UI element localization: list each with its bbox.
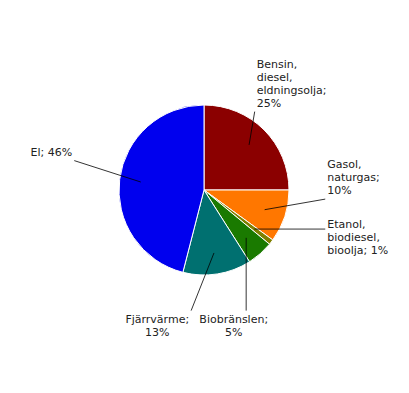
slices (119, 105, 289, 275)
leader-line (254, 229, 325, 230)
leader-line (246, 238, 247, 311)
slice-label: Bensin,diesel,eldningsolja;25% (257, 58, 327, 110)
slice-label: El; 46% (31, 146, 73, 159)
leader-line (249, 112, 255, 145)
slice-label: Biobränslen;5% (199, 313, 268, 339)
slice (204, 105, 289, 190)
slice-label: Etanol,biodiesel,bioolja; 1% (327, 218, 388, 257)
labels: Bensin,diesel,eldningsolja;25% Gasol,natu… (31, 58, 389, 339)
slice-label: Gasol,naturgas;10% (327, 158, 380, 197)
slice-label: Fjärrvärme;13% (125, 313, 189, 339)
slice (119, 105, 204, 272)
chart: Bensin,diesel,eldningsolja;25% Gasol,natu… (0, 0, 409, 393)
leader-line (265, 199, 326, 210)
leader-line (191, 253, 214, 311)
leader-line (74, 161, 141, 182)
leader-lines (74, 112, 325, 311)
